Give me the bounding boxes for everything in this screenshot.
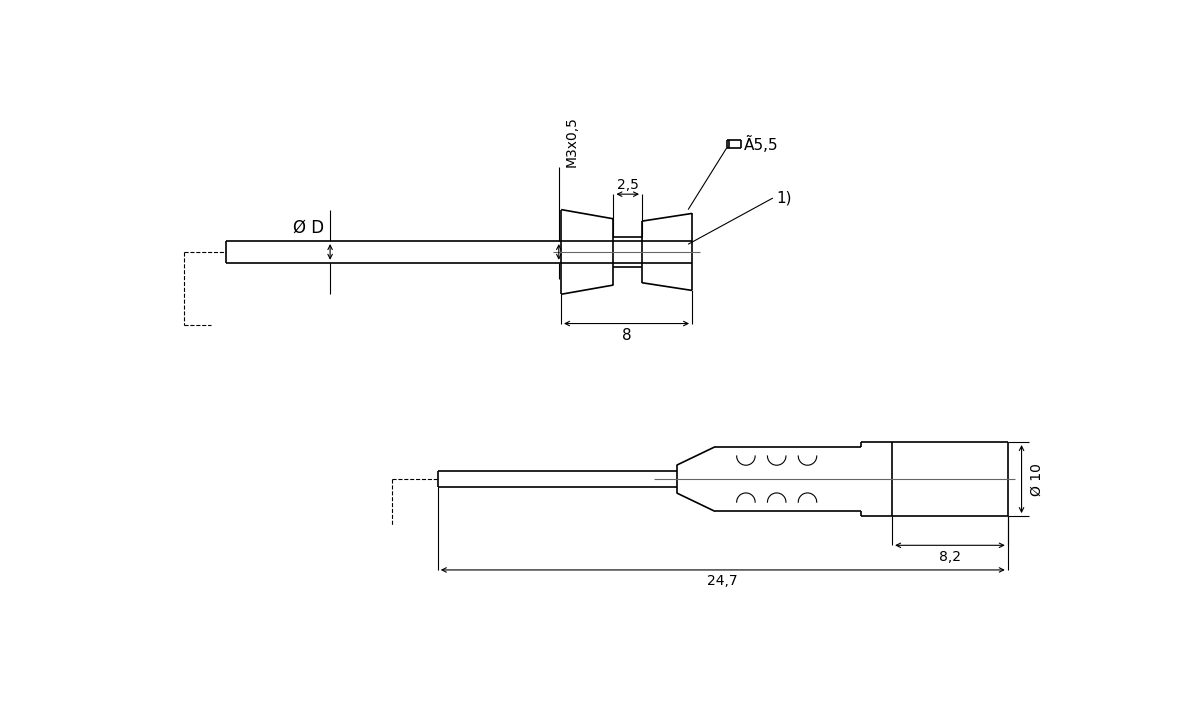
Text: M3x0,5: M3x0,5 [565,117,578,168]
Text: 8: 8 [622,327,631,343]
Text: 8,2: 8,2 [938,550,961,564]
Text: 1): 1) [776,190,792,206]
Text: Ø 10: Ø 10 [1030,462,1044,496]
Text: 2,5: 2,5 [617,178,638,192]
Text: Ø D: Ø D [293,218,324,236]
Text: Ã5,5: Ã5,5 [744,136,779,153]
Text: 24,7: 24,7 [708,575,738,588]
